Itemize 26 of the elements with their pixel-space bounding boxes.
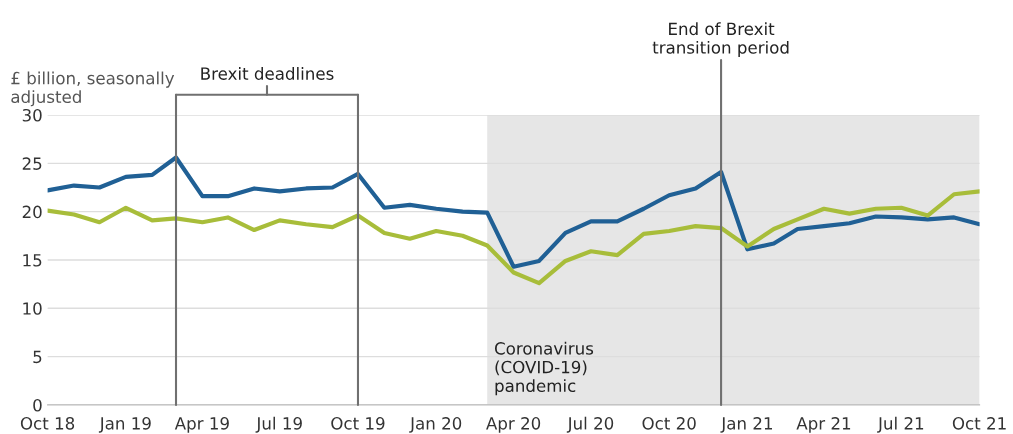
y-tick-label: 15 (23, 254, 42, 267)
x-tick-label: Oct 18 (20, 417, 75, 430)
y-axis-title: £ billion, seasonally adjusted (11, 71, 175, 107)
band-label: Coronavirus (COVID-19) pandemic (494, 341, 594, 396)
x-tick-label: Oct 20 (642, 417, 696, 430)
y-tick-label: 5 (33, 350, 42, 364)
ref-line-label: End of Brexit transition period (652, 22, 789, 58)
y-tick-label: 25 (22, 157, 42, 170)
text: Brexit deadlines (201, 66, 334, 80)
y-tick-label: 30 (22, 108, 42, 122)
x-tick-label: Jul 19 (255, 416, 302, 433)
x-tick-label: Jul 21 (877, 416, 924, 433)
x-tick-label: Jan 20 (409, 417, 462, 433)
x-tick-label: Jan 19 (98, 417, 151, 433)
x-tick-label: Oct 21 (952, 417, 1006, 430)
line-series (47, 155, 980, 269)
line-series (47, 189, 980, 286)
x-tick-label: Jan 21 (720, 417, 772, 433)
y-tick-label: 0 (33, 398, 42, 412)
x-tick-label: Jul 20 (566, 416, 614, 433)
x-tick-label: Oct 19 (331, 417, 385, 430)
x-tick-label: Apr 19 (174, 417, 229, 433)
y-tick-label: 20 (22, 205, 42, 219)
x-tick-label: Apr 21 (796, 417, 851, 433)
y-tick-label: 10 (23, 302, 42, 315)
x-tick-label: Apr 20 (486, 417, 541, 433)
